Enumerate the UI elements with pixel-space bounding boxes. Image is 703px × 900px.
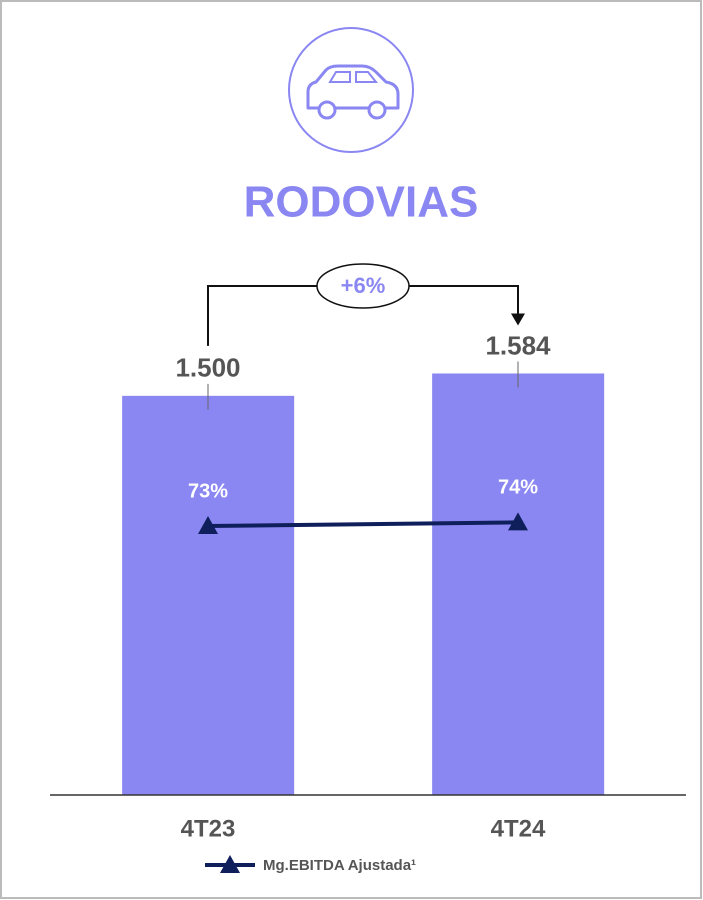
bar	[432, 373, 605, 795]
value-label: 73%	[188, 480, 228, 502]
legend-label: Mg.EBITDA Ajustada¹	[263, 857, 416, 874]
legend-marker	[220, 855, 240, 873]
annotation-oval	[316, 263, 410, 309]
line-marker	[198, 516, 218, 535]
line-marker	[508, 512, 528, 531]
line	[207, 520, 519, 529]
value-label: 1.584	[485, 330, 551, 360]
bracket-arrow	[511, 313, 525, 326]
car-icon	[288, 27, 414, 153]
value-label: 74%	[498, 477, 538, 499]
x-tick-label: 4T24	[491, 815, 546, 842]
value-label: 1.500	[175, 353, 240, 383]
annotation: +6%	[341, 273, 386, 298]
x-tick-label: 4T23	[181, 815, 236, 842]
chart-title: RODOVIAS	[244, 178, 479, 227]
bar	[122, 395, 295, 795]
